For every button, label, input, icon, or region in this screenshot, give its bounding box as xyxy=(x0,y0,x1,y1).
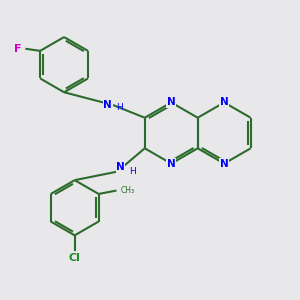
Text: H: H xyxy=(116,103,123,112)
Text: N: N xyxy=(220,98,229,107)
Text: N: N xyxy=(116,162,125,172)
Text: Cl: Cl xyxy=(69,253,81,263)
Text: N: N xyxy=(220,159,229,169)
Text: N: N xyxy=(103,100,112,110)
Text: N: N xyxy=(167,159,176,169)
Text: CH₃: CH₃ xyxy=(121,186,135,195)
Text: F: F xyxy=(14,44,21,54)
Text: N: N xyxy=(167,98,176,107)
Text: H: H xyxy=(129,167,135,176)
